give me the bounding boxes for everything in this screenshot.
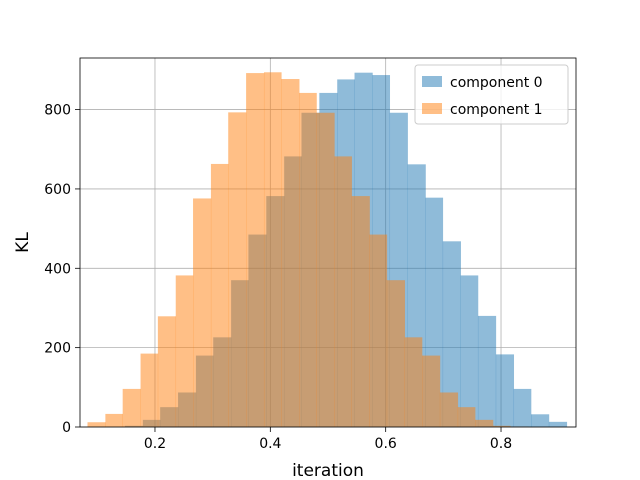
histogram-bar — [193, 198, 212, 427]
x-tick-label: 0.4 — [259, 436, 281, 452]
x-tick-label: 0.2 — [144, 436, 166, 452]
histogram-bar — [157, 316, 177, 427]
plot-frame — [79, 57, 577, 428]
y-tick-label: 800 — [44, 103, 71, 119]
histogram-bar — [442, 241, 461, 427]
x-tick-label: 0.6 — [375, 436, 397, 452]
histogram-bar — [140, 353, 159, 427]
histogram-bar — [422, 355, 441, 427]
histogram-bar — [122, 388, 141, 427]
histogram-bar — [316, 112, 335, 428]
legend: component 0 component 1 — [414, 64, 569, 125]
histogram-bar — [334, 156, 352, 427]
axis-ticks: 0.2 0.4 0.6 0.8 0 200 400 600 800 — [44, 103, 512, 452]
legend-label: component 1 — [450, 102, 543, 118]
histogram-bar — [351, 196, 370, 427]
histogram-bar — [369, 234, 388, 427]
legend-label: component 0 — [450, 75, 543, 91]
histogram-bar — [475, 419, 494, 427]
histogram-bar — [263, 72, 282, 427]
histogram-bar — [386, 280, 406, 427]
x-axis-title: iteration — [292, 461, 364, 480]
y-tick-label: 400 — [44, 261, 71, 277]
y-tick-label: 600 — [44, 182, 71, 198]
histogram-bar — [87, 422, 106, 427]
histogram-bar — [175, 275, 194, 427]
histogram-bar — [228, 112, 247, 427]
histogram-bar — [492, 425, 511, 427]
histogram-bar — [246, 73, 265, 427]
histogram-bar — [439, 392, 459, 427]
histogram-bar — [299, 92, 317, 427]
histogram-bar — [457, 407, 476, 427]
legend-swatch — [422, 76, 442, 87]
x-tick-label: 0.8 — [490, 436, 512, 452]
histogram-bar — [548, 421, 568, 427]
histogram-bars — [87, 72, 568, 428]
histogram-bar — [477, 315, 497, 427]
histogram-bar — [495, 354, 515, 427]
legend-swatch — [422, 103, 442, 114]
series-1 — [87, 72, 529, 428]
histogram-bar — [210, 163, 229, 427]
histogram-bar — [404, 337, 423, 427]
y-axis-title: KL — [13, 232, 33, 253]
y-tick-label: 0 — [62, 420, 71, 436]
histogram-bar — [281, 79, 300, 428]
histogram-bar — [460, 275, 479, 427]
histogram-bar — [531, 414, 550, 427]
histogram-bar — [513, 388, 532, 427]
legend-box — [414, 64, 569, 125]
histogram-bar — [105, 413, 123, 427]
y-tick-label: 200 — [44, 341, 71, 357]
